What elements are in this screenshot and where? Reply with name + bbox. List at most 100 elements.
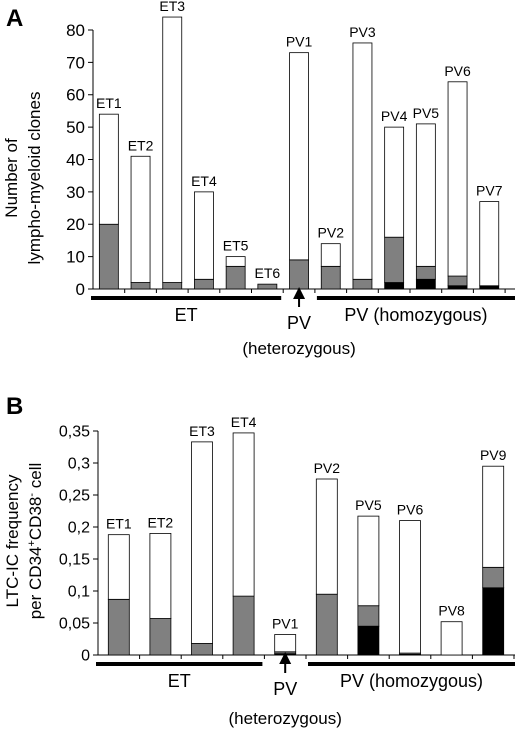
- panel-a-ylabel-line: Number of: [2, 138, 21, 218]
- panel-a-bar-segment-gray: [384, 236, 405, 283]
- panel-b-group-sublabel: (heterozygous): [229, 709, 342, 728]
- panel-b-group-label: ET: [168, 671, 191, 691]
- panel-b-bar-segment-gray: [232, 595, 255, 656]
- panel-a-bar-segment-gray: [162, 282, 183, 290]
- panel-a-bar-label: PV6: [444, 63, 471, 79]
- panel-b-group-arrow-head: [279, 652, 292, 664]
- panel-a-y-tick-label: 30: [66, 183, 85, 202]
- panel-b-bar-label: ET2: [148, 514, 174, 530]
- panel-a-bar-segment-gray: [447, 275, 468, 287]
- panel-a-bar-label: ET1: [96, 95, 122, 111]
- panel-a-ylabel-line: lympho-myeloid clones: [25, 92, 44, 265]
- panel-b-group-label: PV (homozygous): [340, 671, 483, 691]
- panel-a-bar-label: PV4: [381, 108, 408, 124]
- panel-b-bar-segment-white: [440, 621, 463, 656]
- panel-a-y-tick-label: 60: [66, 86, 85, 105]
- panel-a-bar-segment-gray: [130, 282, 151, 290]
- panel-b-label: B: [6, 393, 23, 420]
- panel-a-bar-segment-gray: [352, 278, 373, 290]
- panel-a-y-tick-label: 10: [66, 248, 85, 267]
- panel-b-group-bar: [308, 662, 515, 666]
- panel-b-bar-segment-white: [482, 465, 505, 568]
- panel-b-bar-segment-white: [232, 432, 255, 597]
- panel-b-bar-segment-black: [482, 587, 505, 656]
- panel-a-bar-segment-black: [479, 285, 500, 290]
- panel-a-bar-segment-white: [225, 256, 246, 267]
- panel-b-y-tick-label: 0: [81, 648, 90, 665]
- panel-b-bar-label: PV2: [314, 460, 341, 476]
- panel-a-bar-segment-white: [415, 123, 436, 267]
- panel-a-y-tick-label: 40: [66, 150, 85, 169]
- panel-a-bar-label: ET4: [191, 173, 217, 189]
- panel-a-group-label: PV: [287, 313, 311, 333]
- panel-a-bar-label: PV3: [349, 24, 376, 40]
- panel-b-y-tick-label: 0,35: [59, 424, 90, 441]
- panel-b-group-bar: [96, 662, 263, 666]
- panel-b-bar-label: PV5: [355, 497, 382, 513]
- panel-a-bar-label: PV7: [476, 183, 503, 199]
- panel-a-bar-segment-white: [289, 52, 309, 261]
- panel-b-y-tick-label: 0,2: [68, 520, 90, 537]
- panel-b-y-tick-label: 0,1: [68, 584, 90, 601]
- panel-b-y-tick-label: 0,25: [59, 488, 90, 505]
- panel-b-bar-label: ET3: [189, 423, 215, 439]
- panel-a-bar-segment-white: [130, 155, 151, 283]
- panel-b-bar-segment-white: [315, 478, 338, 595]
- panel-a-group-label: ET: [175, 305, 198, 325]
- panel-a-bar-segment-white: [384, 126, 405, 238]
- panel-a-bar-label: ET3: [159, 0, 185, 14]
- panel-b-bar-segment-white: [149, 533, 172, 619]
- panel-b-y-tick-label: 0,05: [59, 616, 90, 633]
- panel-a-bar-segment-gray: [415, 265, 436, 280]
- panel-b-y-tick-label: 0,15: [59, 552, 90, 569]
- panel-a-y-tick-label: 80: [66, 21, 85, 40]
- panel-b-bar-segment-gray: [191, 643, 213, 656]
- panel-a-bar-segment-gray: [225, 265, 246, 290]
- panel-a-group-bar: [91, 296, 282, 300]
- panel-a-bar-segment-white: [194, 191, 214, 280]
- panel-a-bar-segment-white: [98, 113, 119, 225]
- panel-b-bar-label: PV1: [272, 616, 299, 632]
- panel-a-group-bar: [316, 296, 515, 300]
- panel-a-bar-segment-black: [415, 278, 436, 290]
- panel-a-bar-label: ET5: [223, 238, 249, 254]
- panel-b-bar-segment-gray: [482, 566, 505, 589]
- panel-a-bar-segment-white: [162, 16, 183, 283]
- panel-a-group-label: PV (homozygous): [344, 305, 487, 325]
- panel-a-bar-segment-gray: [98, 223, 119, 290]
- panel-b-bar-segment-white: [399, 520, 421, 654]
- panel-a-y-tick-label: 50: [66, 118, 85, 137]
- panel-b-ylabel-line: LTC-IC frequency: [3, 474, 22, 607]
- panel-b-bar-label: PV6: [397, 502, 424, 518]
- panel-a-bar-segment-white: [447, 81, 468, 277]
- panel-a-bar-label: PV5: [413, 105, 440, 121]
- panel-a-bar-segment-white: [320, 243, 341, 267]
- panel-a-y-tick-label: 70: [66, 53, 85, 72]
- panel-a-bar-segment-gray: [194, 278, 214, 290]
- panel-b-bar-segment-white: [357, 515, 380, 607]
- panel-b-bar-label: ET4: [231, 414, 257, 430]
- panel-a-bar-label: ET2: [128, 137, 154, 153]
- panel-a-bar-label: ET6: [255, 265, 281, 281]
- panel-b-bar-segment-gray: [107, 598, 130, 656]
- panel-a-label: A: [6, 5, 23, 32]
- panel-a-bar-segment-gray: [320, 265, 341, 290]
- panel-b-bar-segment-gray: [315, 593, 338, 656]
- panel-b-group-label: PV: [273, 679, 297, 699]
- panel-a-bar-segment-black: [447, 285, 468, 290]
- panel-b-bar-segment-white: [107, 534, 130, 600]
- panel-a-group-arrow-head: [293, 287, 306, 299]
- panel-b-bar-label: PV8: [438, 603, 465, 619]
- panel-b-ylabel-line: per CD34+CD38- cell: [26, 463, 45, 620]
- panel-a-bar-segment-white: [352, 42, 373, 280]
- panel-b-y-tick-label: 0,3: [68, 456, 90, 473]
- panel-a-bar-segment-gray: [257, 283, 278, 290]
- panel-b-bar-label: ET1: [106, 516, 132, 532]
- panel-a-bar-segment-black: [384, 282, 405, 290]
- panel-b-bar-segment-white: [274, 634, 297, 653]
- panel-a-y-tick-label: 0: [76, 280, 85, 299]
- panel-b-bar-label: PV9: [480, 447, 507, 463]
- panel-b-bar-segment-white: [191, 441, 213, 644]
- panel-a-bar-label: PV1: [286, 34, 313, 50]
